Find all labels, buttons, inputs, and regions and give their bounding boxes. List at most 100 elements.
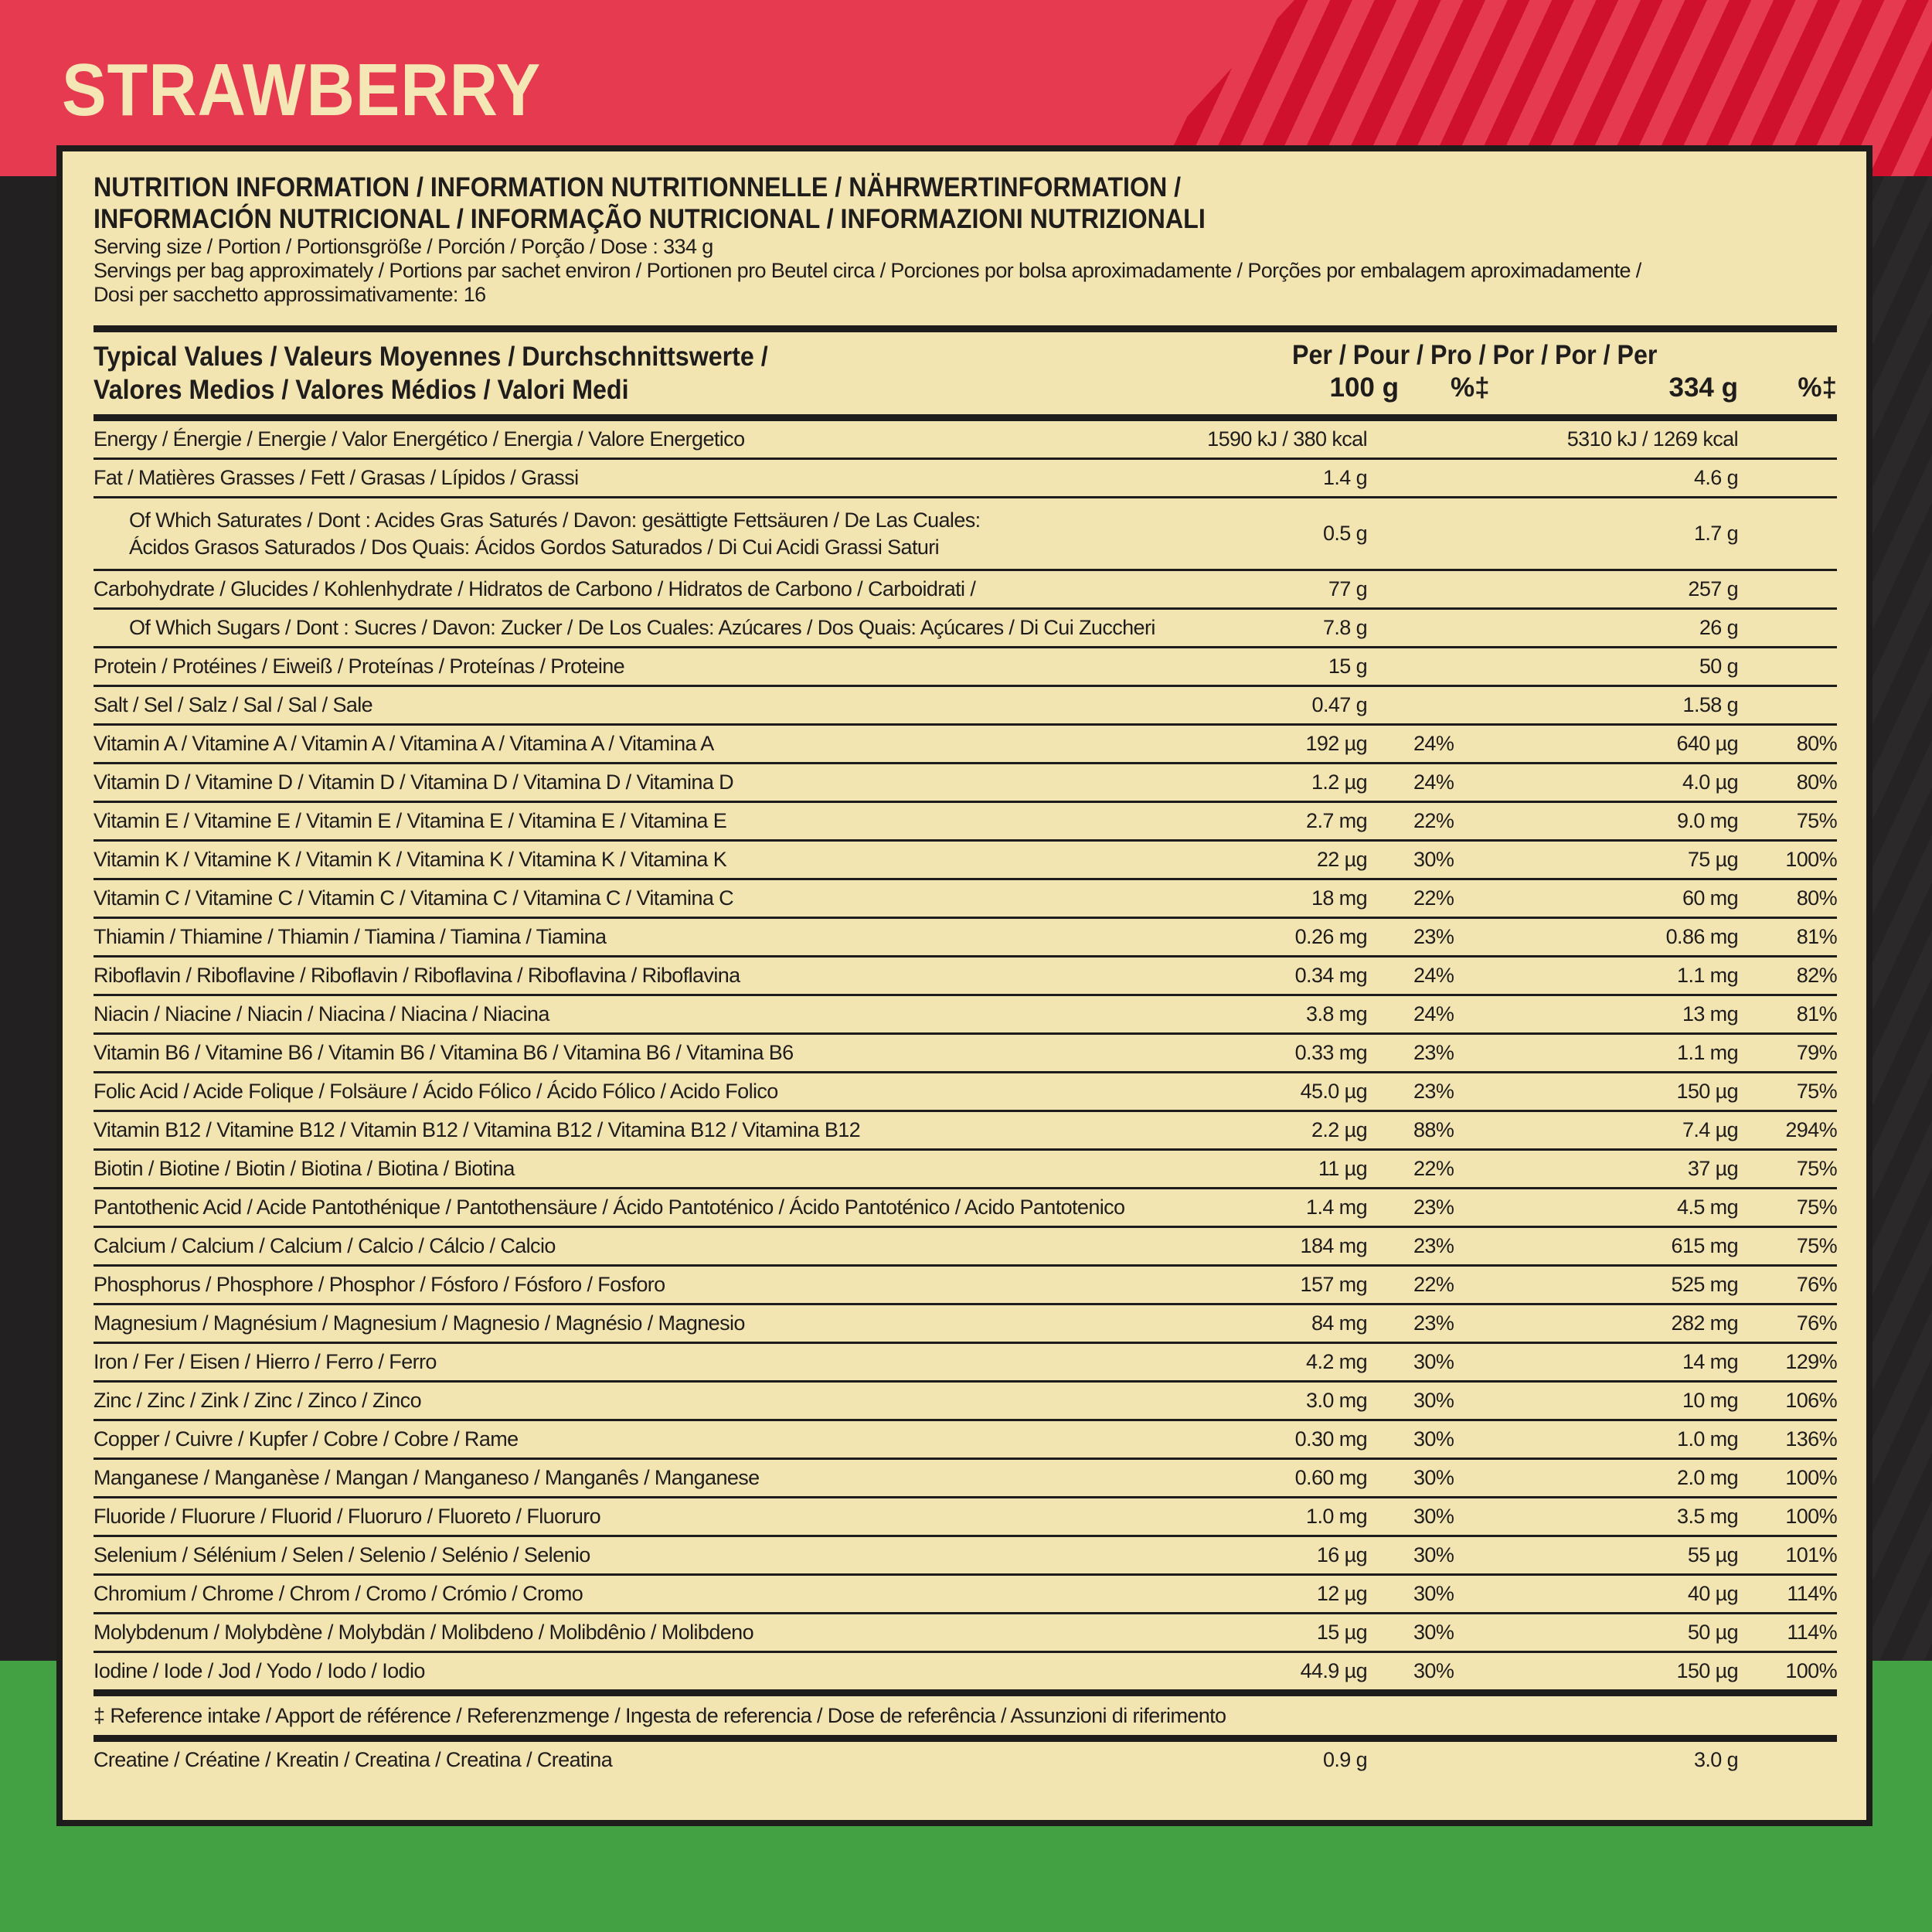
pct-per-100g: 30% bbox=[1413, 1350, 1454, 1373]
row-label: Folic Acid / Acide Folique / Folsäure / … bbox=[94, 1080, 1228, 1104]
pct-per-100g: 22% bbox=[1413, 809, 1454, 832]
value-per-334g: 37 µg bbox=[1687, 1157, 1739, 1180]
table-row: Calcium / Calcium / Calcium / Calcio / C… bbox=[94, 1228, 1838, 1264]
table-header: Typical Values / Valeurs Moyennes / Durc… bbox=[94, 332, 1837, 414]
value-per-334g: 7.4 µg bbox=[1682, 1118, 1739, 1141]
pct-per-100g: 30% bbox=[1413, 1505, 1454, 1528]
row-label-line: Molybdenum / Molybdène / Molybdän / Moli… bbox=[94, 1621, 754, 1644]
pct-per-334g: 76% bbox=[1796, 1311, 1838, 1335]
divider bbox=[94, 646, 1837, 648]
pct-per-334g: 100% bbox=[1785, 1466, 1837, 1489]
table-row: Iodine / Iode / Jod / Yodo / Iodo / Iodi… bbox=[94, 1653, 1838, 1689]
row-label: Manganese / Manganèse / Mangan / Mangane… bbox=[94, 1466, 1228, 1490]
row-label-line: Vitamin D / Vitamine D / Vitamin D / Vit… bbox=[94, 770, 734, 794]
table-row: Riboflavin / Riboflavine / Riboflavin / … bbox=[94, 957, 1838, 994]
table-row: Manganese / Manganèse / Mangan / Mangane… bbox=[94, 1460, 1838, 1496]
value-per-334g: 50 µg bbox=[1687, 1621, 1739, 1644]
divider bbox=[94, 1226, 1837, 1228]
pct-per-334g: 129% bbox=[1785, 1350, 1837, 1373]
row-label-line: Of Which Saturates / Dont : Acides Gras … bbox=[129, 508, 981, 532]
divider bbox=[94, 1264, 1837, 1267]
pct-per-334g: 75% bbox=[1796, 1157, 1838, 1180]
pct-per-334g: 76% bbox=[1796, 1273, 1838, 1296]
pct-per-334g: 100% bbox=[1785, 1505, 1837, 1528]
table-row: Carbohydrate / Glucides / Kohlenhydrate … bbox=[94, 571, 1837, 607]
flavor-title: STRAWBERRY bbox=[62, 49, 542, 131]
pct-per-334g: 114% bbox=[1787, 1621, 1837, 1644]
table-row-energy: Energy / Énergie / Energie / Valor Energ… bbox=[94, 421, 1837, 457]
pct-per-334g: 136% bbox=[1785, 1427, 1837, 1451]
row-label: Energy / Énergie / Energie / Valor Energ… bbox=[94, 427, 745, 451]
row-label: Riboflavin / Riboflavine / Riboflavin / … bbox=[94, 964, 1228, 988]
value-per-100g: 3.8 mg bbox=[1306, 1002, 1368, 1026]
pct-per-334g: 75% bbox=[1796, 1234, 1838, 1257]
value-per-334g: 615 mg bbox=[1671, 1234, 1739, 1257]
value-per-100g: 0.33 mg bbox=[1294, 1041, 1368, 1064]
pct-per-334g: 294% bbox=[1785, 1118, 1837, 1141]
divider bbox=[94, 1535, 1837, 1537]
row-label-line: Vitamin K / Vitamine K / Vitamin K / Vit… bbox=[94, 848, 727, 871]
row-label-line: Vitamin B6 / Vitamine B6 / Vitamin B6 / … bbox=[94, 1041, 794, 1064]
row-label: Vitamin C / Vitamine C / Vitamin C / Vit… bbox=[94, 886, 1228, 910]
col-per-334g: 334 g bbox=[1668, 372, 1739, 403]
row-label: Vitamin A / Vitamine A / Vitamin A / Vit… bbox=[94, 732, 1228, 756]
divider bbox=[94, 878, 1837, 880]
panel-title: NUTRITION INFORMATION / INFORMATION NUTR… bbox=[94, 172, 1698, 235]
pct-per-100g: 23% bbox=[1413, 1080, 1454, 1103]
pct-per-100g: 23% bbox=[1413, 1234, 1454, 1257]
value-per-334g: 9.0 mg bbox=[1677, 809, 1739, 832]
table-row: Pantothenic Acid / Acide Pantothénique /… bbox=[94, 1189, 1838, 1226]
row-label-line: Vitamin A / Vitamine A / Vitamin A / Vit… bbox=[94, 732, 714, 755]
value-per-100g: 0.60 mg bbox=[1294, 1466, 1368, 1489]
nutrition-panel: NUTRITION INFORMATION / INFORMATION NUTR… bbox=[56, 145, 1872, 1826]
divider bbox=[94, 1735, 1837, 1742]
row-label: Magnesium / Magnésium / Magnesium / Magn… bbox=[94, 1311, 1228, 1335]
row-label: Fluoride / Fluorure / Fluorid / Fluoruro… bbox=[94, 1505, 1228, 1529]
divider bbox=[94, 1573, 1837, 1576]
table-row: Phosphorus / Phosphore / Phosphor / Fósf… bbox=[94, 1267, 1838, 1303]
row-label-line: Calcium / Calcium / Calcium / Calcio / C… bbox=[94, 1234, 556, 1257]
typical-values-line-1: Typical Values / Valeurs Moyennes / Durc… bbox=[94, 342, 768, 372]
pct-per-100g: 30% bbox=[1413, 1389, 1454, 1412]
divider bbox=[94, 1419, 1837, 1421]
per-header: Per / Pour / Pro / Por / Por / Per bbox=[1292, 340, 1658, 370]
table-row: Vitamin C / Vitamine C / Vitamin C / Vit… bbox=[94, 880, 1838, 917]
divider bbox=[94, 607, 1837, 610]
value-per-100g: 18 mg bbox=[1311, 886, 1368, 910]
value-per-100g: 1.4 mg bbox=[1306, 1196, 1368, 1219]
divider bbox=[94, 723, 1837, 726]
table-row: Chromium / Chrome / Chrom / Cromo / Cróm… bbox=[94, 1576, 1838, 1612]
value-per-100g: 184 mg bbox=[1300, 1234, 1368, 1257]
value-per-334g: 150 µg bbox=[1676, 1080, 1738, 1103]
value-per-100g: 1590 kJ / 380 kcal bbox=[1207, 427, 1367, 451]
row-label: Fat / Matières Grasses / Fett / Grasas /… bbox=[94, 466, 1228, 490]
divider bbox=[94, 762, 1837, 764]
value-per-334g: 40 µg bbox=[1687, 1582, 1739, 1605]
footnote: ‡ Reference intake / Apport de référence… bbox=[94, 1703, 1226, 1727]
row-label: Creatine / Créatine / Kreatin / Creatina… bbox=[94, 1748, 613, 1771]
pct-per-334g: 100% bbox=[1785, 1659, 1837, 1682]
table-row: Vitamin B12 / Vitamine B12 / Vitamin B12… bbox=[94, 1112, 1838, 1148]
servings-line-1: Servings per bag approximately / Portion… bbox=[94, 259, 1641, 282]
row-label-line: Carbohydrate / Glucides / Kohlenhydrate … bbox=[94, 577, 976, 600]
row-label: Biotin / Biotine / Biotin / Biotina / Bi… bbox=[94, 1157, 1228, 1181]
row-label: Copper / Cuivre / Kupfer / Cobre / Cobre… bbox=[94, 1427, 1228, 1451]
row-label: Of Which Saturates / Dont : Acides Gras … bbox=[94, 507, 1228, 561]
value-per-334g: 26 g bbox=[1699, 616, 1739, 639]
row-label: Iron / Fer / Eisen / Hierro / Ferro / Fe… bbox=[94, 1350, 1228, 1374]
row-label: Vitamin D / Vitamine D / Vitamin D / Vit… bbox=[94, 770, 1228, 794]
value-per-334g: 75 µg bbox=[1687, 848, 1739, 871]
value-per-100g: 15 g bbox=[1328, 655, 1368, 678]
divider bbox=[94, 569, 1837, 571]
divider bbox=[94, 1110, 1837, 1112]
pct-per-334g: 75% bbox=[1796, 1080, 1838, 1103]
value-per-100g: 3.0 mg bbox=[1306, 1389, 1368, 1412]
row-label-line: Vitamin E / Vitamine E / Vitamin E / Vit… bbox=[94, 809, 727, 832]
row-label-line: Pantothenic Acid / Acide Pantothénique /… bbox=[94, 1196, 1125, 1219]
divider bbox=[94, 994, 1837, 996]
value-per-100g: 1.0 mg bbox=[1306, 1505, 1368, 1528]
pct-per-334g: 100% bbox=[1785, 848, 1837, 871]
value-per-334g: 4.6 g bbox=[1693, 466, 1739, 489]
servings-line-2: Dosi per sacchetto approssimativamente: … bbox=[94, 283, 486, 306]
divider bbox=[94, 1496, 1837, 1498]
